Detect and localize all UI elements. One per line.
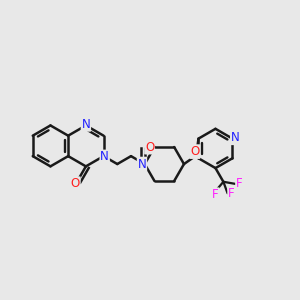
Text: O: O bbox=[70, 177, 80, 190]
Text: N: N bbox=[138, 158, 146, 170]
Text: N: N bbox=[82, 118, 90, 131]
Text: F: F bbox=[236, 177, 243, 190]
Text: O: O bbox=[145, 141, 154, 154]
Text: O: O bbox=[190, 145, 200, 158]
Text: F: F bbox=[228, 187, 235, 200]
Text: N: N bbox=[100, 151, 109, 164]
Text: N: N bbox=[231, 131, 240, 144]
Text: F: F bbox=[212, 188, 219, 201]
